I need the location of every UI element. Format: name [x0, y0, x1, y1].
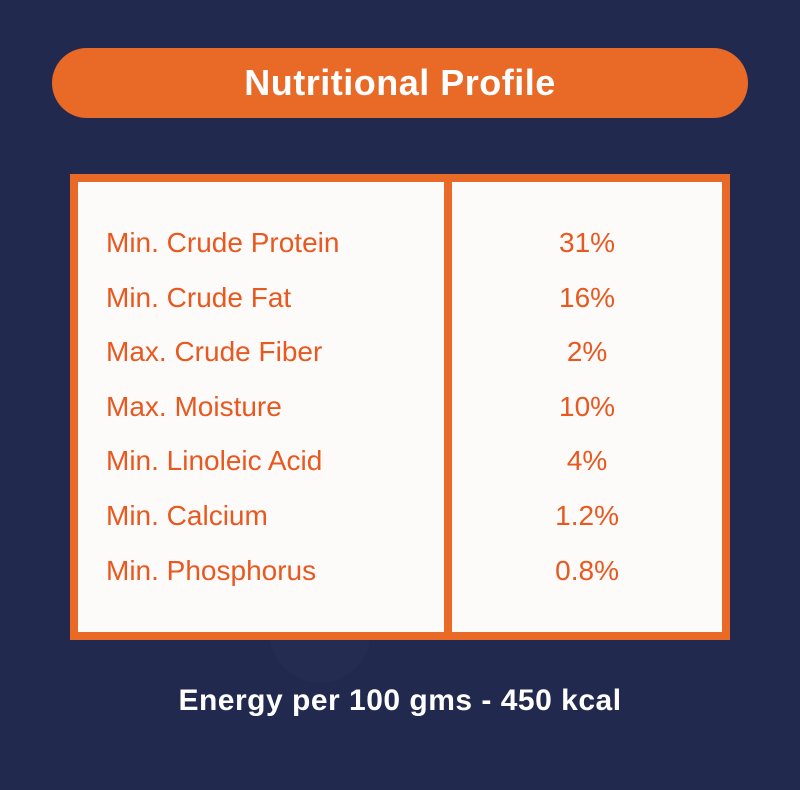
row-label: Max. Moisture	[106, 380, 416, 435]
title-pill: Nutritional Profile	[52, 48, 748, 118]
row-value: 2%	[480, 325, 694, 380]
table-col-values: 31% 16% 2% 10% 4% 1.2% 0.8%	[452, 182, 722, 632]
row-value: 31%	[480, 216, 694, 271]
energy-line: Energy per 100 gms - 450 kcal	[178, 684, 621, 718]
row-label: Min. Crude Fat	[106, 271, 416, 326]
row-value: 1.2%	[480, 489, 694, 544]
table-inner: Min. Crude Protein Min. Crude Fat Max. C…	[78, 182, 722, 632]
row-label: Min. Calcium	[106, 489, 416, 544]
row-label: Min. Crude Protein	[106, 216, 416, 271]
row-value: 16%	[480, 271, 694, 326]
row-value: 10%	[480, 380, 694, 435]
nutrition-card: Nutritional Profile Min. Crude Protein M…	[0, 0, 800, 790]
row-label: Min. Linoleic Acid	[106, 434, 416, 489]
nutrition-table: Min. Crude Protein Min. Crude Fat Max. C…	[70, 174, 730, 640]
row-label: Max. Crude Fiber	[106, 325, 416, 380]
row-label: Min. Phosphorus	[106, 544, 416, 599]
table-col-labels: Min. Crude Protein Min. Crude Fat Max. C…	[78, 182, 444, 632]
row-value: 4%	[480, 434, 694, 489]
row-value: 0.8%	[480, 544, 694, 599]
